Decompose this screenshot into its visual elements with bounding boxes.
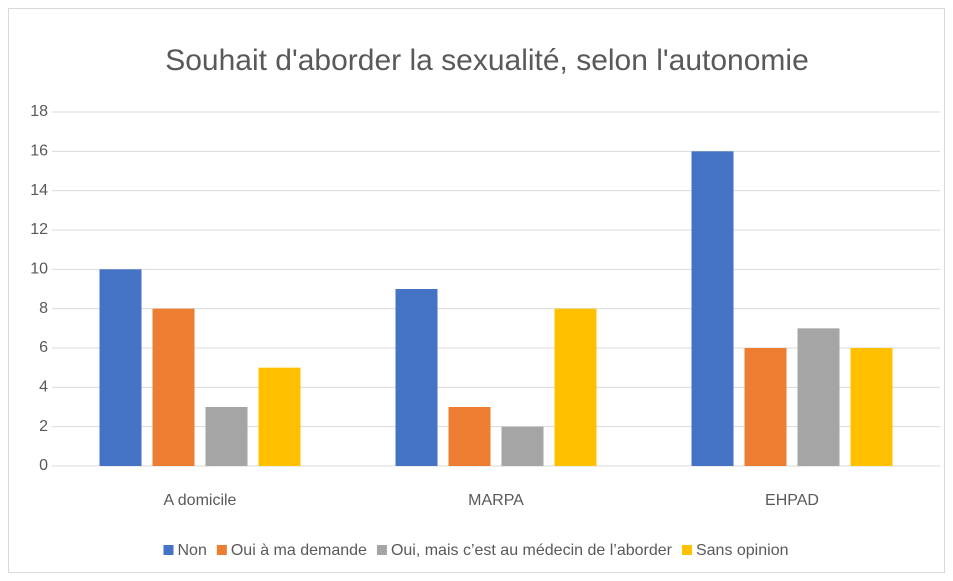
y-tick-label: 4 — [39, 379, 48, 396]
bar — [448, 407, 491, 466]
y-tick-label: 8 — [39, 300, 48, 317]
legend-label: Non — [178, 542, 207, 559]
chart-frame — [8, 8, 945, 573]
bar — [744, 348, 787, 466]
legend-label: Oui, mais c’est au médecin de l’aborder — [391, 542, 673, 559]
x-tick-label: EHPAD — [765, 492, 819, 509]
bar — [152, 308, 195, 466]
legend-label: Oui à ma demande — [231, 542, 367, 559]
bar — [850, 348, 893, 466]
bar — [99, 269, 142, 466]
y-tick-label: 18 — [30, 103, 48, 120]
legend-swatch — [163, 545, 174, 555]
bar — [395, 289, 438, 466]
chart-title: Souhait d'aborder la sexualité, selon l'… — [165, 44, 809, 77]
bar — [205, 407, 248, 466]
bar — [554, 308, 597, 466]
bar — [797, 328, 840, 466]
y-tick-label: 10 — [30, 261, 48, 278]
x-tick-label: MARPA — [468, 492, 524, 509]
bar — [258, 367, 301, 466]
y-tick-label: 0 — [39, 457, 48, 474]
legend-swatch — [216, 545, 227, 555]
y-tick-label: 14 — [30, 182, 48, 199]
y-tick-label: 6 — [39, 339, 48, 356]
bar — [691, 151, 734, 467]
y-tick-label: 16 — [30, 143, 48, 160]
legend-swatch — [376, 545, 387, 555]
legend-label: Sans opinion — [696, 542, 789, 559]
y-tick-label: 12 — [30, 221, 48, 238]
x-tick-label: A domicile — [164, 492, 237, 509]
legend-swatch — [681, 545, 692, 555]
y-tick-label: 2 — [39, 418, 48, 435]
bar — [501, 426, 544, 466]
